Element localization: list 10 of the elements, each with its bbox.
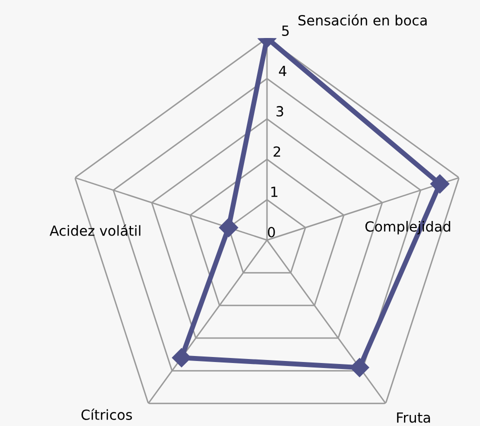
- y-tick-label: 2: [274, 146, 280, 157]
- spoke-label: Acidez volátil: [50, 224, 140, 236]
- y-tick-label: 1: [271, 186, 278, 197]
- y-tick-label: 4: [278, 66, 286, 76]
- y-tick-label: 5: [282, 26, 289, 36]
- y-tick-label: 0: [268, 226, 275, 238]
- y-tick-label: 3: [276, 106, 284, 117]
- spoke-label: Sensación en boca: [298, 14, 427, 26]
- spoke-label: Fruta: [397, 412, 430, 423]
- spoke-label: Cítricos: [81, 408, 132, 420]
